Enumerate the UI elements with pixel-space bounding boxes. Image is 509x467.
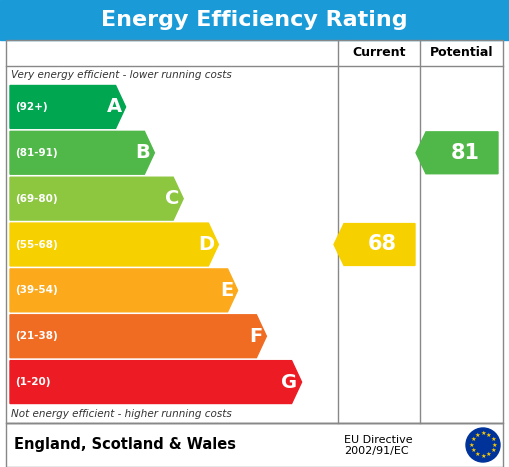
Polygon shape xyxy=(10,269,238,312)
Text: 81: 81 xyxy=(450,143,479,163)
Text: ★: ★ xyxy=(490,448,496,453)
Polygon shape xyxy=(10,223,218,266)
Text: G: G xyxy=(281,373,298,391)
Text: ★: ★ xyxy=(470,437,476,442)
Text: E: E xyxy=(220,281,234,300)
Text: England, Scotland & Wales: England, Scotland & Wales xyxy=(14,438,236,453)
Bar xyxy=(0,0,509,40)
Polygon shape xyxy=(416,132,498,174)
Polygon shape xyxy=(10,177,183,220)
Text: ★: ★ xyxy=(492,443,497,447)
Text: EU Directive: EU Directive xyxy=(344,435,413,445)
Text: ★: ★ xyxy=(486,453,492,458)
Text: ★: ★ xyxy=(480,454,486,459)
Text: (21-38): (21-38) xyxy=(15,331,58,341)
Text: D: D xyxy=(199,235,214,254)
Text: ★: ★ xyxy=(490,437,496,442)
Text: ★: ★ xyxy=(474,453,480,458)
Text: ★: ★ xyxy=(469,443,474,447)
Text: Not energy efficient - higher running costs: Not energy efficient - higher running co… xyxy=(11,409,232,419)
Polygon shape xyxy=(10,85,126,128)
Polygon shape xyxy=(10,361,302,403)
Text: 68: 68 xyxy=(368,234,397,255)
Text: (69-80): (69-80) xyxy=(15,194,58,204)
Text: ★: ★ xyxy=(470,448,476,453)
Bar xyxy=(6,40,503,423)
Text: (92+): (92+) xyxy=(15,102,48,112)
Text: A: A xyxy=(106,98,122,116)
Text: (1-20): (1-20) xyxy=(15,377,50,387)
Text: Current: Current xyxy=(352,47,406,59)
Text: (55-68): (55-68) xyxy=(15,240,58,249)
Text: F: F xyxy=(249,327,263,346)
Text: Energy Efficiency Rating: Energy Efficiency Rating xyxy=(101,10,408,30)
Text: 2002/91/EC: 2002/91/EC xyxy=(344,446,409,456)
Polygon shape xyxy=(10,131,154,174)
Text: Potential: Potential xyxy=(430,47,493,59)
Text: ★: ★ xyxy=(486,432,492,438)
Text: B: B xyxy=(136,143,150,163)
Text: Very energy efficient - lower running costs: Very energy efficient - lower running co… xyxy=(11,70,232,80)
Circle shape xyxy=(466,428,500,462)
Bar xyxy=(6,423,503,467)
Polygon shape xyxy=(10,315,266,358)
Text: C: C xyxy=(165,189,179,208)
Text: (81-91): (81-91) xyxy=(15,148,58,158)
Polygon shape xyxy=(334,224,415,265)
Text: ★: ★ xyxy=(474,432,480,438)
Text: ★: ★ xyxy=(480,431,486,436)
Text: (39-54): (39-54) xyxy=(15,285,58,295)
